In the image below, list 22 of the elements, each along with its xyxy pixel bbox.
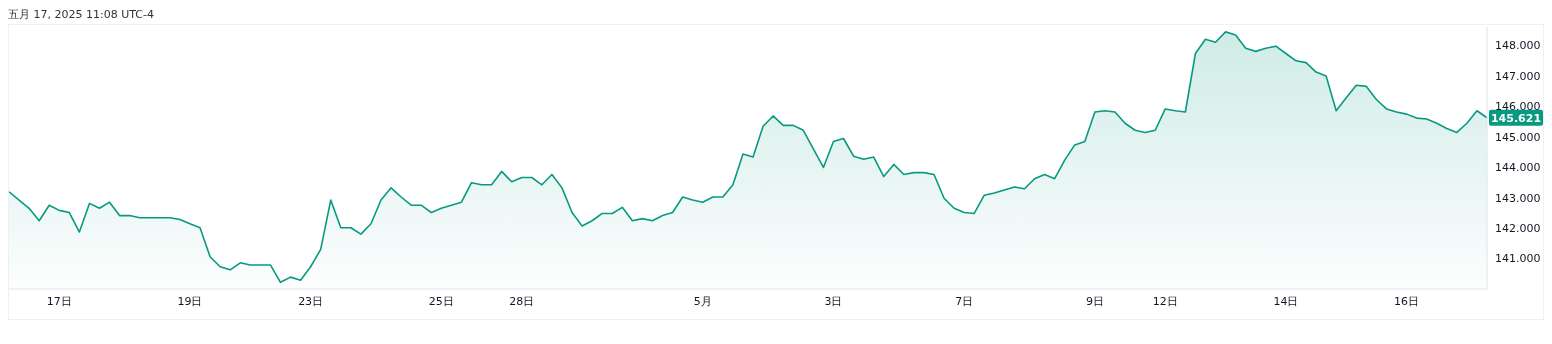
x-tick-label: 5月 [693,294,712,308]
x-tick-label: 7日 [955,294,974,308]
x-tick-label: 16日 [1394,294,1420,308]
x-tick-label: 14日 [1273,294,1299,308]
x-tick-label: 23日 [298,294,324,308]
chart-title: 五月 17, 2025 11:08 UTC-4 [8,8,155,23]
x-tick-label: 9日 [1085,294,1104,308]
x-tick-label: 3日 [824,294,843,308]
x-tick-label: 19日 [177,294,203,308]
y-tick-label: 144.000 [1495,161,1541,175]
y-tick-label: 143.000 [1495,191,1541,205]
y-tick-label: 141.000 [1495,252,1541,266]
x-tick-label: 25日 [428,294,454,308]
y-tick-label: 147.000 [1495,69,1541,83]
x-tick-label: 17日 [46,294,72,308]
y-tick-label: 146.000 [1495,100,1541,114]
y-tick-label: 145.000 [1495,130,1541,144]
y-tick-label: 142.000 [1495,221,1541,235]
text: 145.621 [1490,111,1542,125]
x-tick-label: 28日 [509,294,535,308]
y-tick-label: 148.000 [1495,39,1541,53]
x-tick-label: 12日 [1152,294,1178,308]
